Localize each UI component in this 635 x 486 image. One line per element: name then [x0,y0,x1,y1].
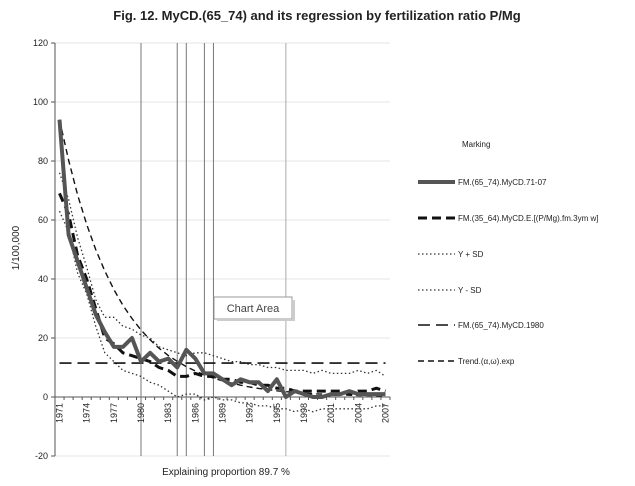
series-lines [57,119,386,413]
x-tick-label: 1986 [190,403,200,423]
y-tick-label: 80 [38,156,48,166]
chart-area-tooltip-shadow-bottom [217,319,295,321]
legend-entry-label: FM.(35_64).MyCD.E.[(P/Mg).fm.3ym w] [458,214,598,223]
y-tick-label: -20 [35,451,48,461]
y-tick-label: 120 [33,38,48,48]
y-tick-label: 60 [38,215,48,225]
chart-area-tooltip-text: Chart Area [227,303,280,315]
x-axis-label: Explaining proportion 89.7 % [162,467,290,478]
y-tick-label: 0 [43,392,48,402]
chart-area-tooltip: Chart Area [213,296,295,321]
legend-entry-label: FM.(65_74).MyCD.1980 [458,321,544,330]
x-tick-label: 2004 [353,403,363,423]
legend-entry-label: Y - SD [458,286,482,295]
grid-layer [55,42,390,457]
chart-title: Fig. 12. MyCD.(65_74) and its regression… [113,8,520,23]
x-tick-label: 1998 [299,403,309,423]
x-tick-label: 1974 [82,403,92,423]
y-axis-label: 1/100,000 [11,225,22,270]
x-tick-label: 1983 [163,403,173,423]
legend-title: Marking [462,140,490,149]
x-tick-label: 2007 [380,403,390,423]
y-tick-label: 100 [33,97,48,107]
series-line-3 [58,172,386,377]
x-tick-label: 1980 [136,403,146,423]
legend-entry-label: FM.(65_74).MyCD.71-07 [458,178,547,187]
x-tick-label: 1989 [218,403,228,423]
series-line-2 [58,192,386,396]
legend-entry-label: Y + SD [458,250,484,259]
x-tick-label: 1992 [245,403,255,423]
series-line-1 [57,119,386,399]
x-tick-label: 1995 [272,403,282,423]
chart-area-tooltip-shadow [292,300,295,321]
vertical-lines [140,43,287,456]
axes: -20 0 20 40 60 80 100 120 1971 1974 1977 1980 1983 19… [33,38,391,461]
y-tick-label: 20 [38,333,48,343]
legend: Marking FM.(65_74).MyCD.71-07 FM.(35_64).M… [418,140,598,366]
x-tick-label: 1977 [109,403,119,423]
x-tick-label: 2001 [326,403,336,423]
y-tick-label: 40 [38,274,48,284]
x-tick-label: 1971 [55,403,65,423]
legend-entry-label: Trend.(α,ω).exp [458,357,515,366]
